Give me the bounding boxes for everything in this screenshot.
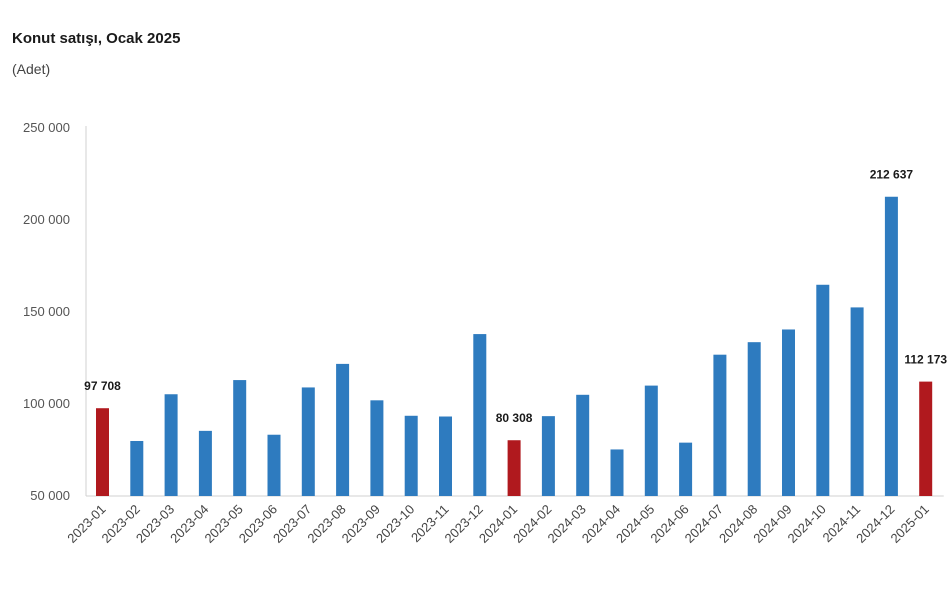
bar-2023-08 bbox=[336, 363, 350, 496]
y-tick-label: 250 000 bbox=[23, 120, 70, 135]
bar-2024-09 bbox=[782, 329, 795, 496]
y-tick-label: 100 000 bbox=[23, 396, 70, 411]
chart-subtitle: (Adet) bbox=[12, 61, 51, 77]
x-tick-label: 2023-10 bbox=[373, 502, 417, 546]
bar-2024-08 bbox=[747, 342, 761, 496]
bar-2023-12 bbox=[473, 334, 487, 496]
bar-2023-06 bbox=[267, 434, 281, 496]
bar-2024-05 bbox=[644, 385, 658, 496]
bar-2024-02 bbox=[541, 416, 555, 496]
bar-2023-02 bbox=[130, 440, 144, 496]
data-label-2024-12: 212 637 bbox=[870, 168, 914, 182]
data-label-2024-01: 80 308 bbox=[496, 411, 533, 425]
x-tick-label: 2025-01 bbox=[887, 502, 931, 546]
bar-2023-11 bbox=[439, 416, 452, 496]
bar-2023-04 bbox=[198, 430, 212, 496]
bar-2025-01 bbox=[919, 381, 933, 496]
bar-2024-07 bbox=[713, 354, 727, 496]
bar-2024-04 bbox=[610, 449, 624, 496]
bar-2024-12 bbox=[884, 196, 898, 496]
x-tick-label: 2024-10 bbox=[785, 502, 829, 546]
bar-2023-10 bbox=[404, 415, 418, 496]
bar-2023-09 bbox=[370, 400, 384, 496]
data-label-2025-01: 112 173 bbox=[904, 353, 947, 367]
chart-title: Konut satışı, Ocak 2025 bbox=[12, 30, 181, 47]
bar-2024-06 bbox=[679, 442, 693, 496]
bar-2023-05 bbox=[233, 380, 247, 496]
bar-2024-10 bbox=[816, 284, 830, 496]
y-tick-label: 200 000 bbox=[23, 212, 70, 227]
data-label-2023-01: 97 708 bbox=[84, 379, 121, 393]
bar-2024-01 bbox=[507, 440, 521, 496]
bar-2024-11 bbox=[850, 307, 864, 496]
bar-2024-03 bbox=[576, 394, 590, 496]
y-tick-label: 150 000 bbox=[23, 304, 70, 319]
y-tick-label: 50 000 bbox=[30, 488, 70, 503]
bar-2023-03 bbox=[164, 394, 178, 496]
bar-2023-01 bbox=[96, 408, 109, 496]
bar-2023-07 bbox=[301, 387, 315, 496]
